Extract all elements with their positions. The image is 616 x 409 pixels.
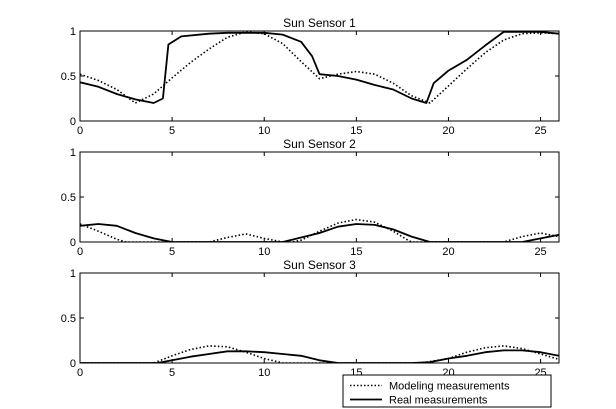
y-tick-label: 0.5	[61, 71, 76, 83]
real-measurements-line	[80, 349, 559, 363]
x-tick-label: 5	[169, 246, 175, 258]
x-tick-label: 0	[77, 367, 83, 379]
x-tick-label: 20	[442, 246, 454, 258]
x-tick-label: 5	[169, 125, 175, 137]
y-tick-label: 0	[70, 237, 76, 249]
axes-frame	[79, 30, 560, 122]
x-tick-label: 25	[534, 125, 546, 137]
y-tick-label: 1	[70, 26, 76, 38]
x-tick-label: 10	[258, 246, 270, 258]
modeling-measurements-line	[80, 345, 559, 363]
legend-label-modeling: Modeling measurements	[389, 381, 510, 393]
axes-frame	[79, 272, 560, 364]
x-tick-label: 0	[77, 125, 83, 137]
y-tick-label: 1	[70, 268, 76, 280]
y-tick-label: 1	[70, 147, 76, 159]
x-tick-label: 5	[169, 367, 175, 379]
modeling-measurements-line	[80, 31, 559, 104]
x-tick-label: 15	[350, 125, 362, 137]
axes-frame	[79, 151, 560, 243]
sun-sensor-2-panel: Sun Sensor 2 0 5 10 15 20 25 0 0.5 1	[61, 137, 560, 258]
y-tick-label: 0.5	[61, 313, 76, 325]
x-tick-label: 10	[258, 125, 270, 137]
sun-sensor-1-panel: Sun Sensor 1 0 5 10 15 20 25 0 0.5 1	[61, 16, 560, 137]
x-tick-label: 25	[534, 246, 546, 258]
y-tick-label: 0	[70, 358, 76, 370]
legend: Modeling measurements Real measurements	[342, 374, 552, 408]
chart-title: Sun Sensor 2	[283, 137, 356, 151]
y-tick-label: 0.5	[61, 192, 76, 204]
legend-label-real: Real measurements	[389, 395, 488, 407]
x-tick-label: 10	[258, 367, 270, 379]
x-tick-label: 15	[350, 246, 362, 258]
real-measurements-line	[80, 223, 559, 242]
x-tick-label: 0	[77, 246, 83, 258]
chart-title: Sun Sensor 3	[283, 258, 356, 272]
chart-title: Sun Sensor 1	[283, 16, 356, 30]
x-tick-label: 20	[442, 125, 454, 137]
real-measurements-line	[80, 31, 559, 104]
y-tick-label: 0	[70, 116, 76, 128]
legend-box	[342, 374, 552, 408]
